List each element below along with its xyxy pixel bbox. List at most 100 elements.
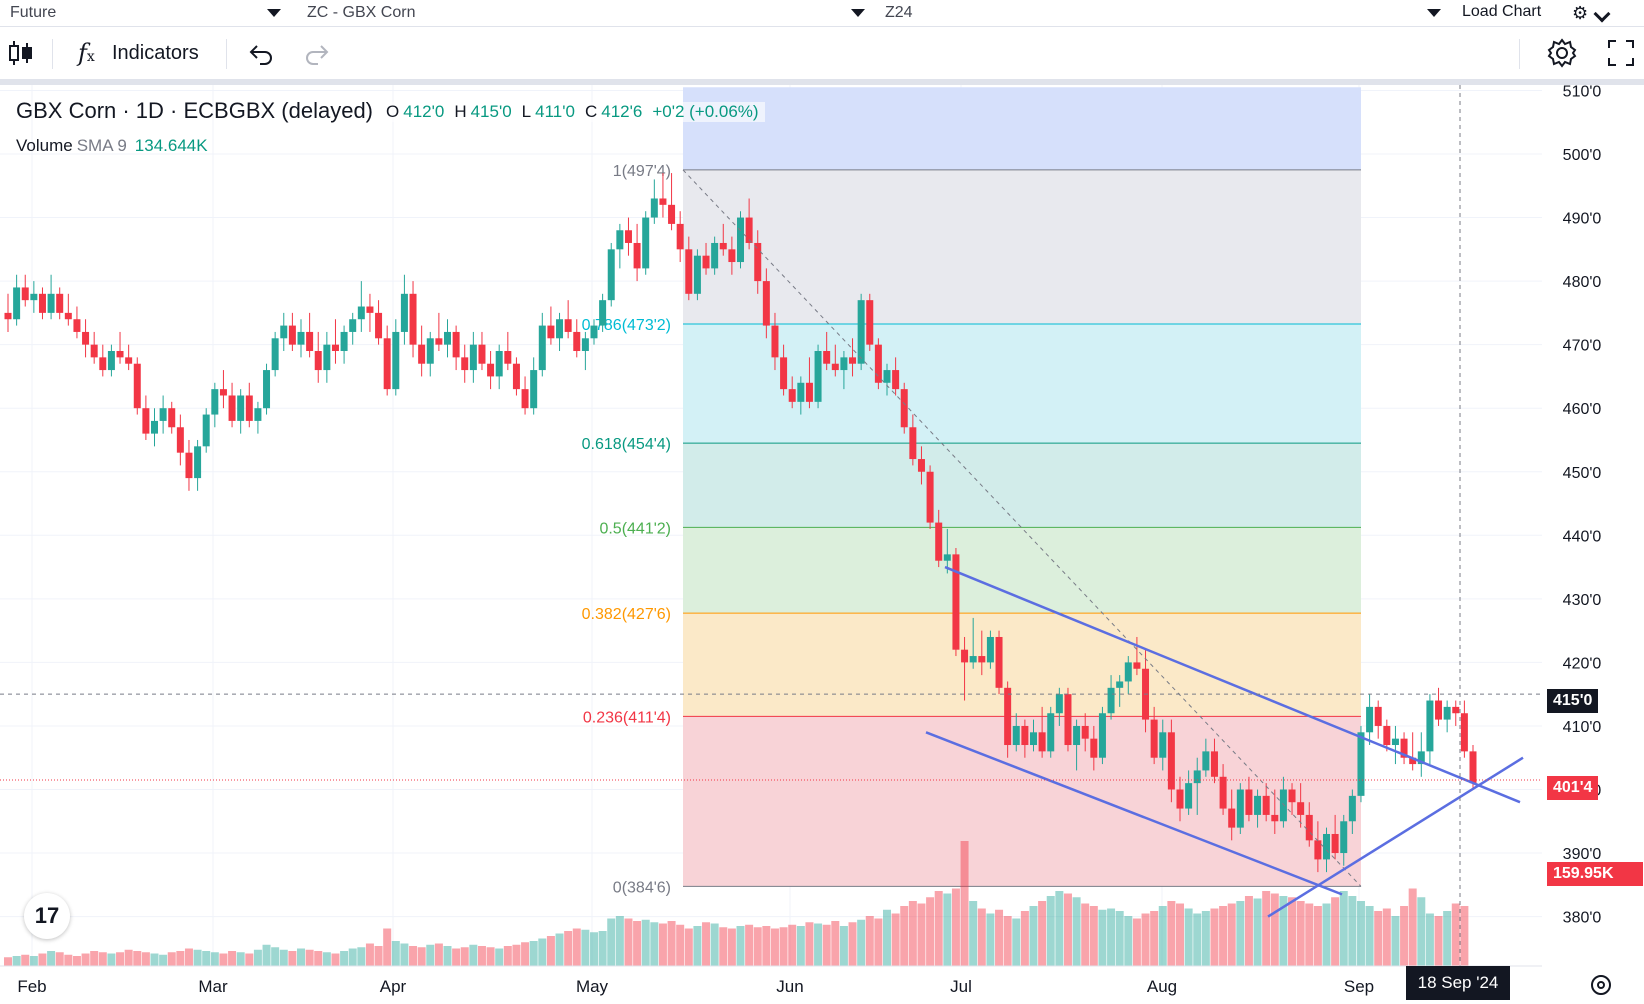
fullscreen-icon[interactable] <box>1608 40 1634 66</box>
volume-bar <box>29 956 38 966</box>
candle-body <box>685 249 693 294</box>
candle-body <box>1159 732 1167 758</box>
price-axis <box>1542 85 1644 1004</box>
candle-body <box>271 338 279 371</box>
candle-body <box>1030 732 1037 746</box>
price-tick-label: 480'0 <box>1563 274 1602 291</box>
volume-bar <box>314 951 323 966</box>
fib-level-label: 0(384'6) <box>613 879 671 896</box>
volume-bar <box>1374 911 1383 966</box>
price-tick-label: 410'0 <box>1563 719 1602 736</box>
time-tick-label: Apr <box>380 977 407 996</box>
high-label: H <box>454 102 467 121</box>
volume-bar <box>167 952 176 966</box>
redo-icon[interactable] <box>304 43 330 65</box>
candle-body <box>349 319 357 332</box>
candle-body <box>1348 795 1356 822</box>
candle-body <box>38 293 46 313</box>
chevron-down-icon <box>1427 9 1441 17</box>
volume-bar <box>1391 916 1400 966</box>
fib-band <box>683 443 1361 528</box>
candle-body <box>1133 662 1141 669</box>
time-tick-label: Mar <box>198 977 228 996</box>
ohlc-values: O 412'0 H 415'0 L 411'0 C 412'6 +0'2 (+0.06%… <box>384 102 765 122</box>
candle-body <box>547 325 555 339</box>
volume-legend: Volume SMA 9 134.644K <box>16 136 208 156</box>
contract-select[interactable]: Z24 <box>875 0 1447 26</box>
candle-body <box>530 370 538 409</box>
candle-body <box>668 204 676 224</box>
low-label: L <box>521 102 532 121</box>
volume-bar <box>1339 891 1348 966</box>
chevron-down-icon[interactable] <box>1593 5 1611 23</box>
candle-body <box>1314 840 1322 860</box>
candle-body <box>961 649 969 663</box>
volume-bar <box>176 951 185 966</box>
volume-bar <box>969 901 978 966</box>
candle-body <box>935 522 943 561</box>
candle-body <box>116 351 124 358</box>
volume-bar <box>1382 908 1391 966</box>
candle-body <box>624 230 632 243</box>
volume-bar <box>184 948 193 966</box>
undo-icon[interactable] <box>248 43 274 65</box>
volume-bar <box>745 924 754 966</box>
volume-bar <box>934 891 943 966</box>
tradingview-logo[interactable]: 17 <box>24 893 70 939</box>
candle-body <box>400 293 408 332</box>
candle-body <box>564 319 572 332</box>
volume-bar <box>702 922 711 966</box>
candle-body <box>469 344 477 371</box>
volume-bar <box>650 922 659 966</box>
indicators-button[interactable]: fx Indicators <box>72 27 212 79</box>
volume-bar <box>38 953 47 966</box>
price-tick-label: 470'0 <box>1563 338 1602 355</box>
fib-band <box>683 323 1361 444</box>
channel-lower-line <box>925 731 1343 896</box>
volume-bar <box>107 953 116 966</box>
candles-icon[interactable] <box>8 39 34 67</box>
candle-body <box>1193 770 1201 784</box>
volume-bar <box>1167 901 1176 966</box>
contract-value: Z24 <box>885 4 913 21</box>
gear-icon[interactable] <box>1547 38 1577 68</box>
candle-body <box>995 636 1003 688</box>
volume-bar <box>951 888 960 966</box>
volume-bar <box>1081 903 1090 966</box>
toolbar-divider <box>52 39 53 69</box>
candle-body <box>1391 738 1399 746</box>
volume-bar <box>1210 908 1219 966</box>
candle-body <box>452 331 460 358</box>
load-chart-button[interactable]: Load Chart <box>1462 3 1542 20</box>
volume-bar <box>538 938 547 966</box>
candle-body <box>1073 725 1081 746</box>
candle-body <box>168 408 176 428</box>
candle-body <box>642 217 650 269</box>
target-icon[interactable] <box>1588 972 1614 998</box>
candle-body <box>99 357 107 371</box>
candle-body <box>892 370 900 390</box>
volume-bar <box>581 929 590 966</box>
volume-bar <box>1107 908 1116 966</box>
volume-bar <box>141 952 150 966</box>
volume-bar <box>193 949 202 966</box>
candle-body <box>857 300 865 364</box>
candle-body <box>1460 713 1468 752</box>
symbol-select[interactable]: ZC - GBX Corn <box>297 0 871 26</box>
volume-bar <box>831 921 840 966</box>
volume-bar <box>1348 896 1357 966</box>
candle-body <box>512 363 520 390</box>
candle-body <box>125 357 133 364</box>
candle-body <box>375 312 383 339</box>
volume-bar <box>443 946 452 966</box>
instrument-type-select[interactable]: Future <box>0 0 287 26</box>
gear-icon[interactable]: ⚙ <box>1572 3 1589 23</box>
volume-bar <box>365 943 374 966</box>
volume-bar <box>391 941 400 966</box>
sma-label: SMA 9 <box>76 136 127 155</box>
candle-body <box>392 331 400 390</box>
price-chart[interactable]: 1(497'4)0.786(473'2)0.618(454'4)0.5(441'… <box>0 85 1644 1004</box>
candle-body <box>1167 732 1175 790</box>
candle-body <box>900 389 908 428</box>
volume-bar <box>21 954 30 966</box>
